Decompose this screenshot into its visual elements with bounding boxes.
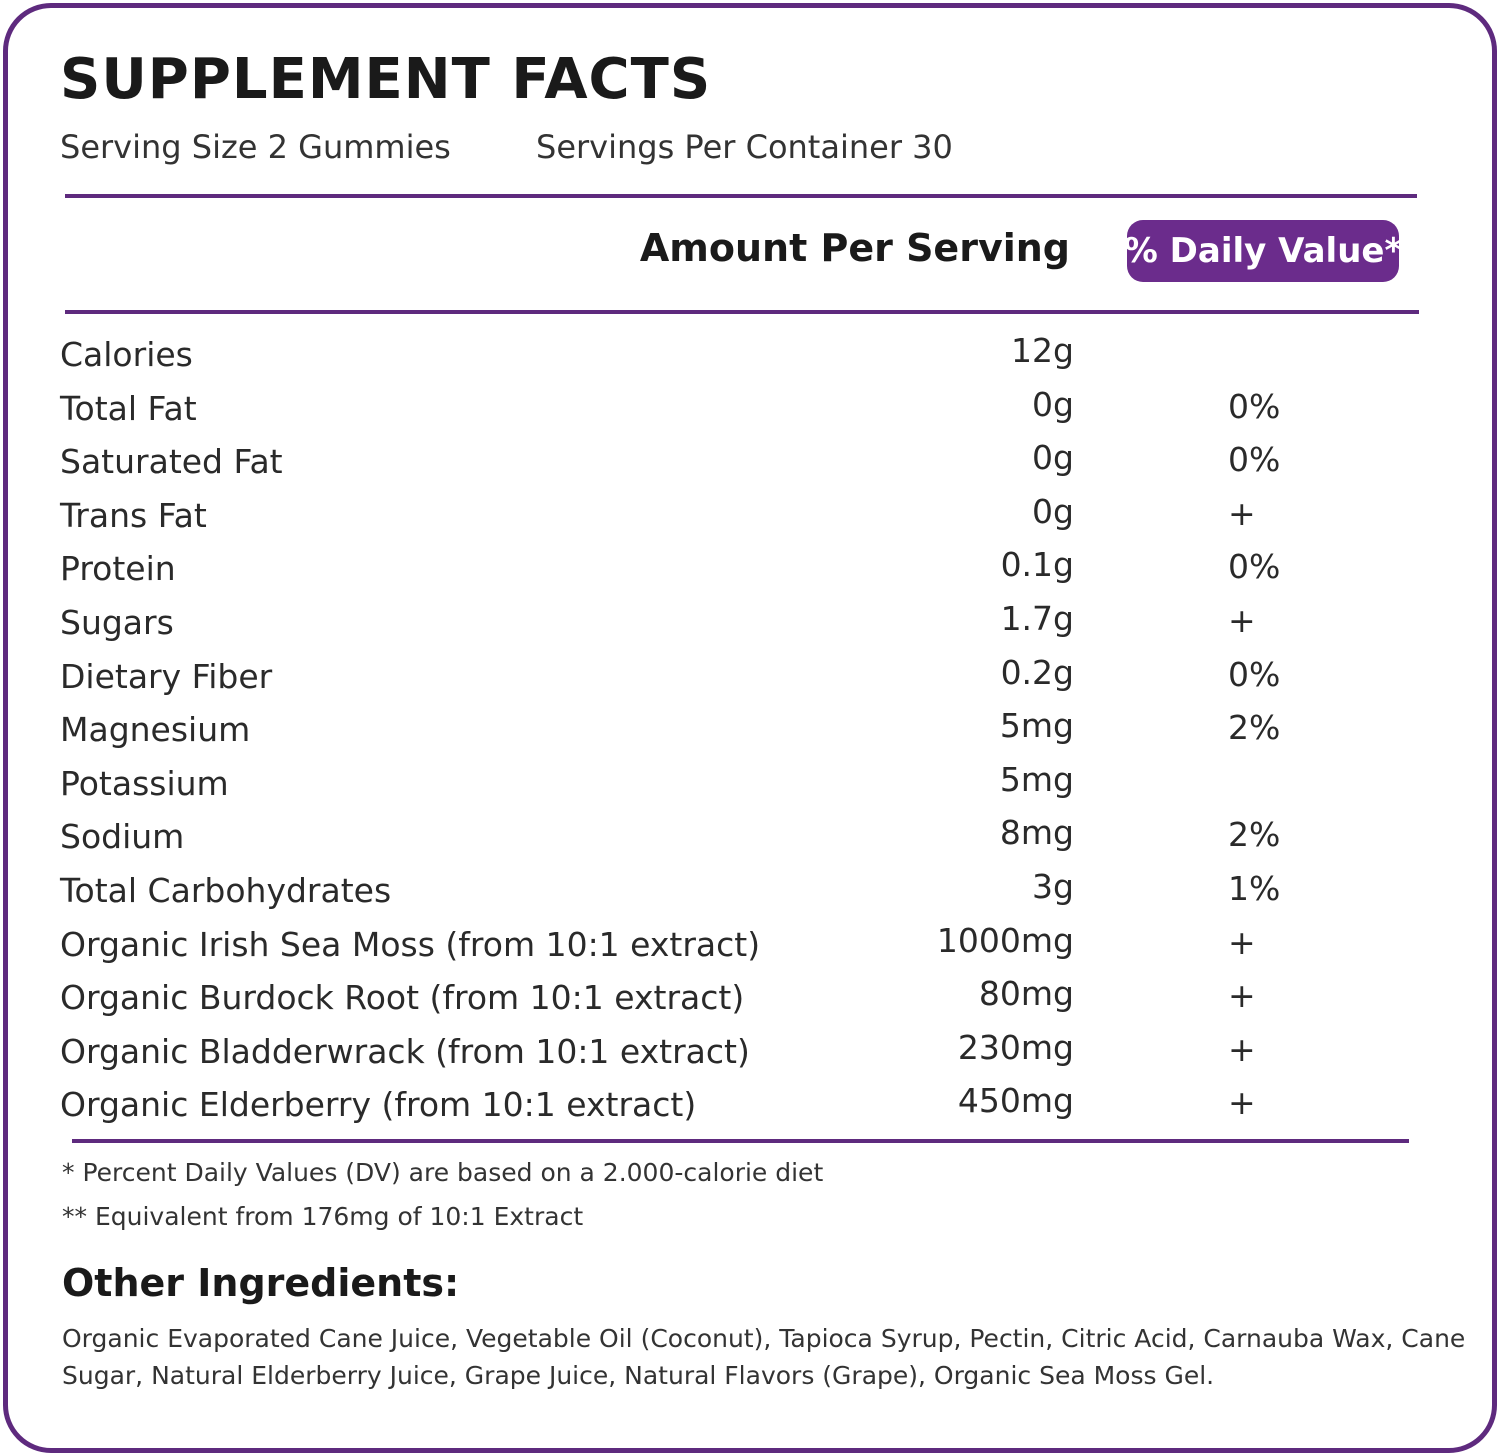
- nutrient-name: Organic Irish Sea Moss (from 10:1 extrac…: [60, 924, 761, 964]
- divider: [65, 194, 1417, 198]
- nutrient-amount: 0.2g: [1000, 652, 1074, 692]
- nutrient-name: Organic Burdock Root (from 10:1 extract): [60, 978, 745, 1018]
- nutrient-amount: 230mg: [957, 1027, 1074, 1067]
- daily-value: 2%: [1228, 708, 1281, 748]
- nutrient-name: Trans Fat: [60, 495, 207, 535]
- daily-value: +: [1228, 493, 1256, 533]
- nutrient-amount: 5mg: [999, 706, 1074, 746]
- nutrient-amount: 0g: [1032, 384, 1074, 424]
- footnote: ** Equivalent from 176mg of 10:1 Extract: [62, 1202, 584, 1231]
- nutrient-name: Total Carbohydrates: [60, 871, 392, 910]
- title: SUPPLEMENT FACTS: [60, 47, 712, 112]
- divider: [72, 1139, 1409, 1143]
- nutrient-amount: 3g: [1032, 867, 1074, 906]
- nutrient-name: Saturated Fat: [60, 442, 283, 482]
- daily-value: +: [1228, 1029, 1256, 1069]
- daily-value: 1%: [1228, 869, 1281, 908]
- nutrient-amount: 1.7g: [1000, 599, 1074, 638]
- nutrient-name: Magnesium: [60, 710, 251, 750]
- daily-value: 2%: [1228, 815, 1281, 855]
- nutrient-name: Organic Elderberry (from 10:1 extract): [60, 1085, 697, 1125]
- nutrient-amount: 0.1g: [1000, 545, 1074, 585]
- daily-value: 0%: [1228, 654, 1281, 694]
- nutrient-amount: 8mg: [999, 813, 1074, 853]
- servings-per-container: Servings Per Container 30: [536, 128, 953, 166]
- nutrient-name: Organic Bladderwrack (from 10:1 extract): [60, 1031, 750, 1071]
- nutrient-amount: 80mg: [978, 974, 1074, 1014]
- nutrient-name: Potassium: [60, 763, 229, 803]
- daily-value: +: [1228, 601, 1256, 640]
- other-ingredients-text: Organic Evaporated Cane Juice, Vegetable…: [62, 1324, 1466, 1390]
- nutrient-name: Calories: [60, 335, 193, 374]
- daily-value: 0%: [1228, 386, 1281, 426]
- nutrient-name: Protein: [60, 549, 176, 589]
- daily-value: +: [1228, 1083, 1256, 1123]
- nutrient-amount: 0g: [1032, 491, 1074, 531]
- other-ingredients-title: Other Ingredients:: [62, 1261, 460, 1305]
- daily-value-header: % Daily Value*: [1124, 220, 1402, 282]
- divider: [65, 310, 1419, 314]
- footnote: * Percent Daily Values (DV) are based on…: [62, 1158, 824, 1187]
- daily-value: +: [1228, 922, 1256, 962]
- label-border: [3, 3, 1497, 1453]
- amount-header: Amount Per Serving: [639, 226, 1070, 270]
- serving-size: Serving Size 2 Gummies: [60, 128, 451, 166]
- nutrient-name: Dietary Fiber: [60, 656, 273, 696]
- nutrient-amount: 0g: [1032, 438, 1074, 478]
- nutrient-amount: 1000mg: [936, 920, 1074, 960]
- daily-value: +: [1228, 976, 1256, 1016]
- nutrient-amount: 12g: [1011, 331, 1074, 370]
- nutrient-amount: 450mg: [957, 1081, 1074, 1121]
- daily-value: 0%: [1228, 547, 1281, 587]
- nutrient-name: Total Fat: [60, 388, 197, 428]
- nutrient-name: Sodium: [60, 817, 185, 857]
- nutrient-amount: 5mg: [999, 759, 1074, 799]
- nutrient-name: Sugars: [60, 603, 174, 642]
- daily-value: 0%: [1228, 440, 1281, 480]
